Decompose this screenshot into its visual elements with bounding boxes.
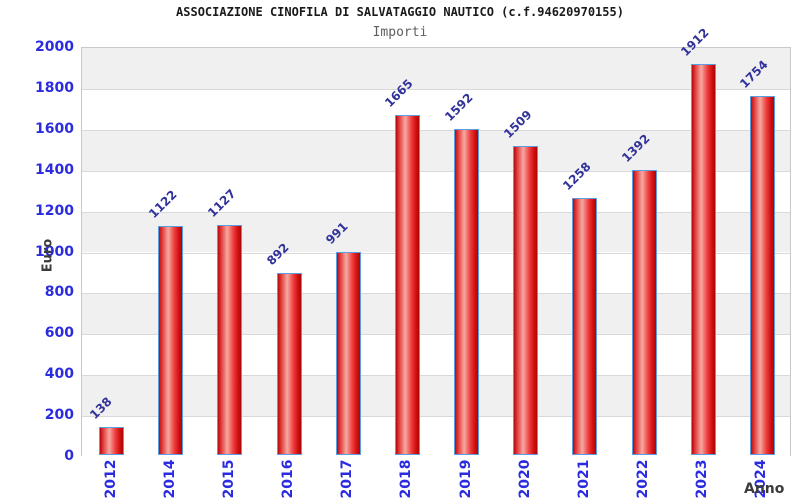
y-tick-label: 1600 [35,120,74,137]
bar-2019 [454,129,480,455]
bar-2024 [749,96,775,455]
bar-2023 [690,64,716,455]
y-tick-label: 2000 [35,39,74,55]
plot-band [82,334,790,376]
bar-2020 [513,146,539,455]
y-tick-label: 200 [44,407,74,424]
chart-title: ASSOCIAZIONE CINOFILA DI SALVATAGGIO NAU… [176,5,624,19]
plot-band [82,375,790,417]
y-tick-label: 400 [44,366,74,383]
x-tick-label: 2012 [102,459,119,499]
x-tick-label: 2019 [457,459,474,499]
bar-2021 [572,197,598,455]
plot-band [82,416,790,457]
plot-band [82,129,790,171]
bar-2018 [394,114,420,455]
x-tick-label: 2020 [516,459,533,499]
y-axis-title: Euro [40,238,56,273]
gridline [82,170,790,172]
bar-2015 [217,224,243,455]
gridline [82,334,790,336]
gridline [82,293,790,295]
x-tick-label: 2018 [398,459,415,499]
gridline [82,416,790,418]
y-tick-label: 1400 [35,161,74,178]
x-tick-label: 2023 [694,459,711,499]
y-tick-label: 800 [44,284,74,301]
gridline [82,88,790,90]
bar-2014 [158,225,184,455]
x-tick-label: 2022 [635,459,652,499]
x-tick-label: 2017 [339,459,356,499]
gridline [82,375,790,377]
bar-2017 [335,252,361,455]
x-axis-title: Anno [744,481,785,497]
y-tick-label: 1000 [35,243,74,260]
plot-band [82,252,790,294]
chart-subtitle: Importi [372,25,428,40]
y-tick-label: 0 [64,448,74,464]
plot-band [82,211,790,253]
x-tick-label: 2015 [220,459,237,499]
bar-2016 [276,272,302,455]
bar-2022 [631,170,657,455]
gridline [82,252,790,254]
y-tick-label: 1800 [35,79,74,96]
y-tick-label: 600 [44,325,74,342]
plot-band [82,48,790,89]
gridline [82,129,790,131]
bar-2012 [99,426,125,455]
x-tick-label: 2021 [575,459,592,499]
x-tick-label: 2014 [161,459,178,499]
gridline [82,211,790,213]
plot-band [82,293,790,335]
y-tick-label: 1200 [35,202,74,219]
plot-band [82,170,790,212]
plot-band [82,88,790,130]
plot-area: 138 1122 1127 892 991 1665 1592 1509 1258 1392 191… [81,25,791,457]
x-tick-label: 2016 [280,459,297,499]
